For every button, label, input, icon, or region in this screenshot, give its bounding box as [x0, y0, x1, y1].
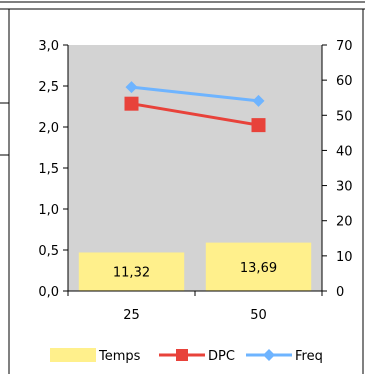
right-tick-label: 50 [336, 109, 353, 124]
left-tick-label: 2,5 [38, 80, 59, 95]
left-tick-label: 0,5 [38, 244, 59, 259]
left-tick-label: 3,0 [38, 39, 59, 54]
x-tick-label: 25 [123, 308, 140, 323]
bar-series-temps [78, 242, 312, 291]
point-dpc [124, 96, 139, 111]
x-tick-label: 50 [250, 308, 267, 323]
x-axis-ticks: 25 50 [67, 291, 323, 323]
left-tick-label: 2,0 [38, 121, 59, 136]
point-freq [252, 94, 265, 107]
legend-marker-dpc [176, 349, 188, 361]
right-tick-label: 20 [336, 215, 353, 230]
right-tick-label: 40 [336, 144, 353, 159]
right-tick-label: 60 [336, 74, 353, 89]
left-tick-label: 1,0 [38, 203, 59, 218]
bar-temps [78, 252, 185, 291]
left-tick-label: 0,0 [38, 285, 59, 300]
bar-data-label: 11,32 [113, 266, 150, 281]
legend-label-dpc: DPC [208, 349, 235, 364]
bar-data-label: 13,69 [240, 261, 277, 276]
point-dpc [251, 118, 266, 133]
legend: Temps DPC Freq [50, 348, 323, 364]
right-tick-label: 10 [336, 250, 353, 265]
right-tick-label: 70 [336, 39, 353, 54]
bar-temps [205, 242, 312, 291]
left-axis-ticks: 0,0 0,5 1,0 1,5 2,0 2,5 3,0 [38, 39, 68, 300]
legend-marker-freq [263, 349, 275, 361]
right-tick-label: 0 [336, 285, 344, 300]
line-dpc [131, 102, 259, 127]
left-tick-label: 1,5 [38, 162, 59, 177]
line-series [124, 81, 266, 133]
right-tick-label: 30 [336, 180, 353, 195]
point-freq [125, 81, 138, 94]
line-freq [131, 85, 259, 103]
right-axis-ticks: 0 10 20 30 40 50 60 70 [322, 39, 353, 300]
legend-label-temps: Temps [98, 349, 141, 364]
legend-label-freq: Freq [295, 349, 323, 364]
legend-swatch-temps [50, 348, 96, 362]
bar-data-labels: 11,32 13,69 [113, 261, 277, 281]
